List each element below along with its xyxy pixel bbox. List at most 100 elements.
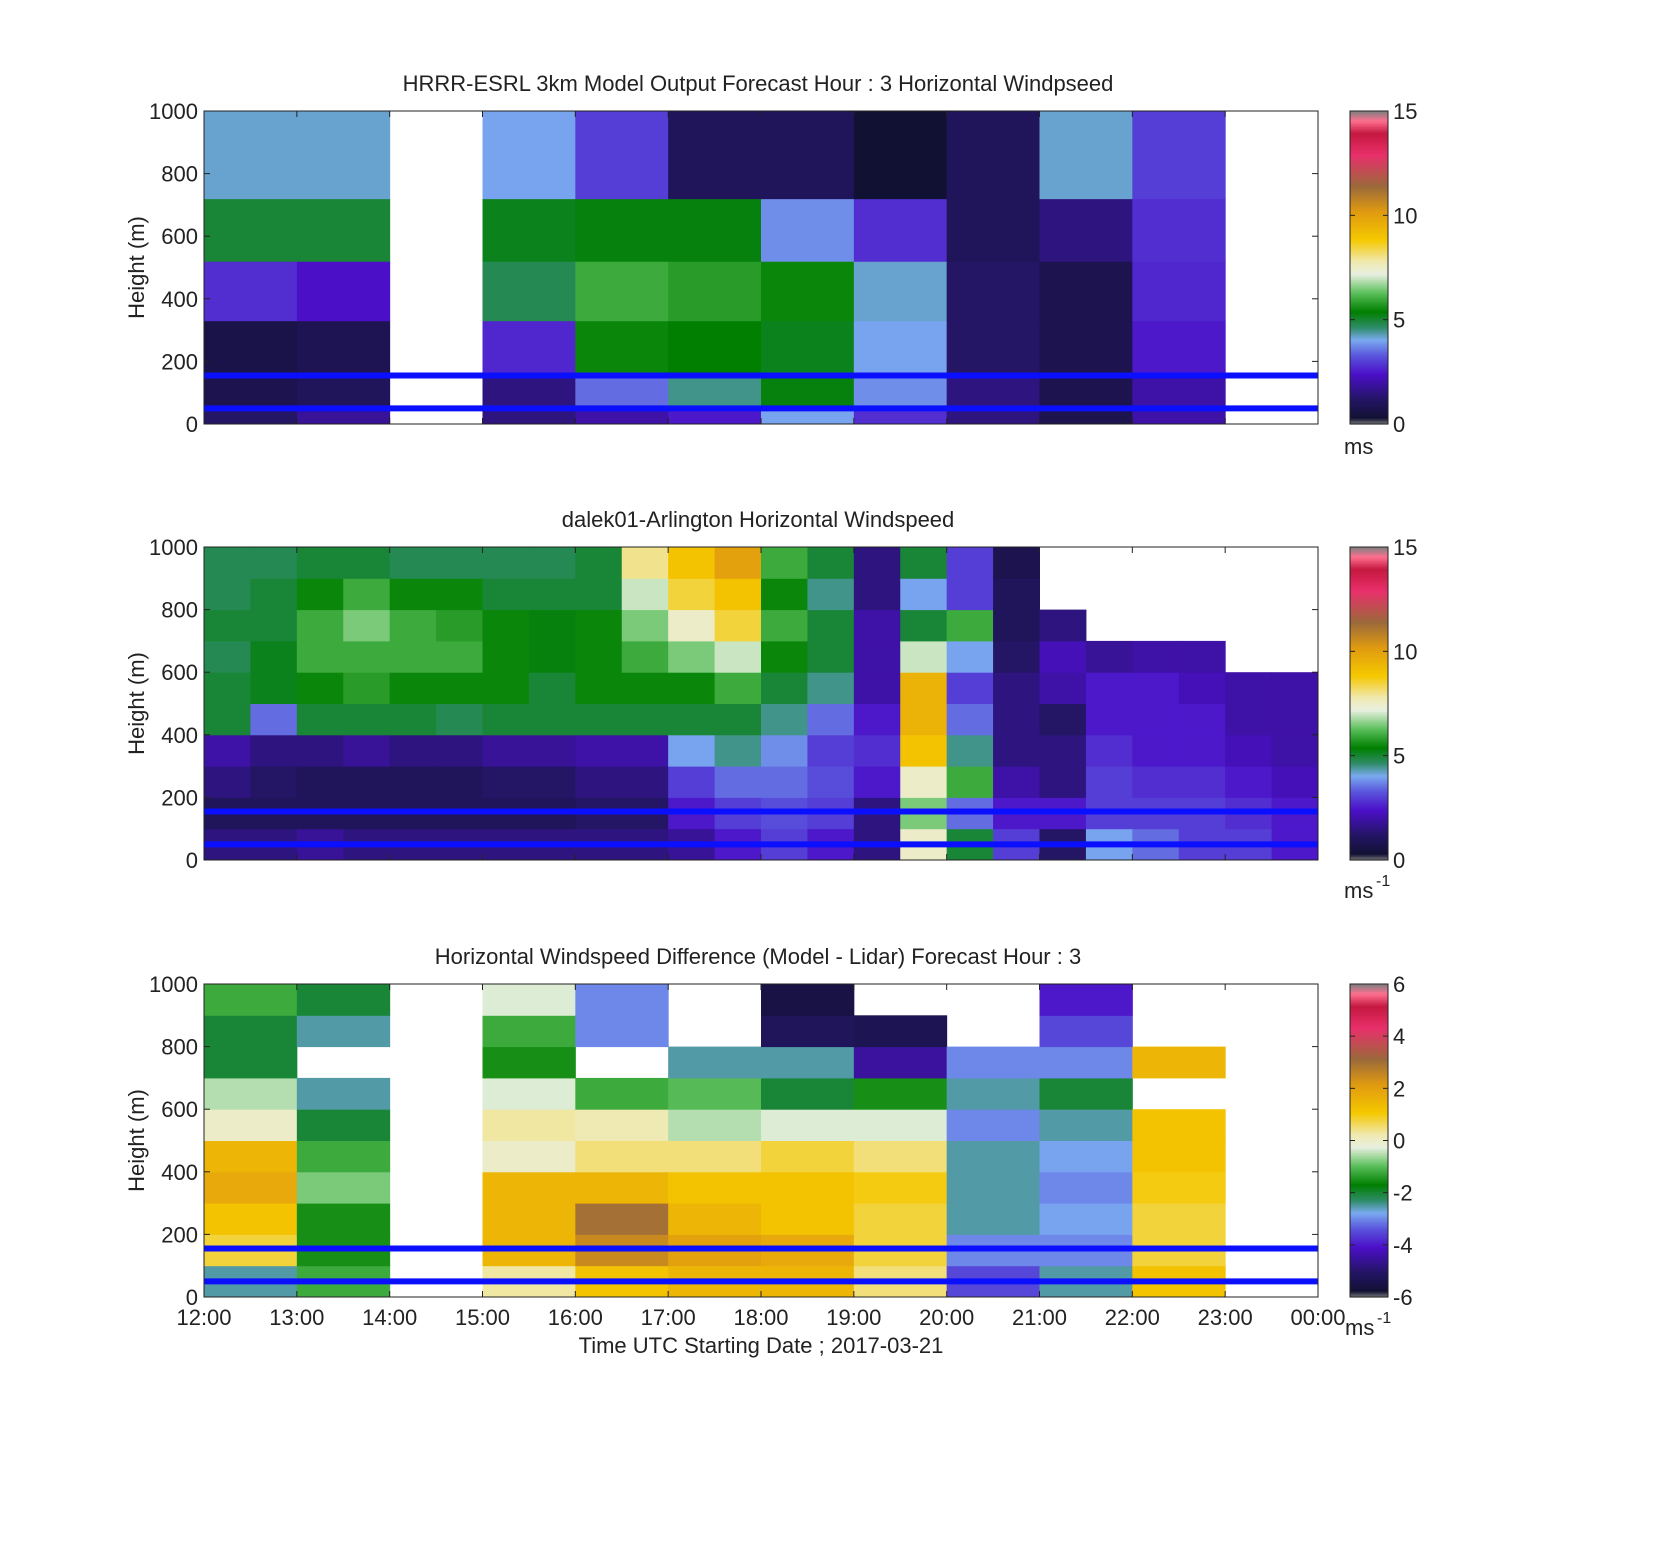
colorbar-segment <box>1350 1040 1388 1044</box>
x-tick-label: 14:00 <box>362 1305 417 1330</box>
colorbar-segment <box>1350 335 1388 339</box>
colorbar-segment <box>1350 672 1388 675</box>
colorbar-segment <box>1350 1107 1388 1110</box>
heatmap-cell <box>714 672 762 704</box>
heatmap-cell <box>482 1140 576 1173</box>
heatmap-cell <box>250 766 298 798</box>
panel-3: 0 200 400 600 800 1000 12:00 13:00 14:00 15:00 16:… <box>124 944 1413 1358</box>
colorbar-segment <box>1350 1120 1388 1124</box>
colorbar-segment <box>1350 343 1388 347</box>
heatmap-cell <box>204 198 298 262</box>
colorbar-segment <box>1350 384 1388 388</box>
colorbar-segment <box>1350 836 1388 840</box>
colorbar-segment <box>1350 294 1388 298</box>
colorbar-tick-label: 5 <box>1393 744 1405 769</box>
heatmap-cell <box>1132 408 1226 425</box>
colorbar-segment <box>1350 132 1388 136</box>
colorbar-segment <box>1350 1122 1388 1126</box>
colorbar-segment <box>1350 1185 1388 1189</box>
heatmap-cell <box>482 640 530 673</box>
colorbar-segment <box>1350 656 1388 660</box>
heatmap-cell <box>900 609 948 642</box>
colorbar-segment <box>1350 355 1388 359</box>
colorbar-segment <box>1350 289 1388 292</box>
heatmap-cell <box>1132 1203 1226 1235</box>
colorbar-segment <box>1350 1201 1388 1204</box>
heatmap-cell <box>204 1077 298 1110</box>
colorbar-segment <box>1350 1244 1388 1247</box>
y-tick-label: 400 <box>161 723 198 748</box>
heatmap-cell <box>1085 734 1133 767</box>
heatmap-cell <box>1039 111 1133 200</box>
colorbar-segment <box>1350 134 1388 138</box>
colorbar-segment <box>1350 359 1388 362</box>
colorbar-segment <box>1350 1277 1388 1280</box>
colorbar-segment <box>1350 159 1388 163</box>
heatmap-cell <box>296 609 344 642</box>
colorbar-segment <box>1350 813 1388 816</box>
heatmap-cell <box>714 703 762 736</box>
x-tick-label: 22:00 <box>1105 1305 1160 1330</box>
colorbar-segment <box>1350 1289 1388 1292</box>
colorbar-segment <box>1350 1269 1388 1273</box>
heatmap-cell <box>900 640 948 673</box>
heatmap-cell <box>993 734 1040 767</box>
x-tick-label: 16:00 <box>548 1305 603 1330</box>
colorbar-segment <box>1350 725 1388 728</box>
colorbar-segment <box>1350 1034 1388 1038</box>
heatmap-cell <box>204 1140 298 1173</box>
colorbar-segment <box>1350 691 1388 695</box>
colorbar-segment <box>1350 306 1388 310</box>
heatmap-cell <box>204 111 298 200</box>
colorbar-segment <box>1350 1285 1388 1288</box>
colorbar-segment <box>1350 216 1388 220</box>
colorbar-segment <box>1350 157 1388 161</box>
colorbar-segment <box>1350 1087 1388 1091</box>
colorbar-segment <box>1350 721 1388 724</box>
colorbar-segment <box>1350 1042 1388 1046</box>
heatmap-cell <box>621 734 669 767</box>
heatmap-cell <box>761 672 808 704</box>
colorbar-segment <box>1350 283 1388 286</box>
colorbar-segment <box>1350 771 1388 775</box>
colorbar-segment <box>1350 240 1388 243</box>
heatmap-cell <box>1132 1046 1226 1079</box>
colorbar-segment <box>1350 1136 1388 1140</box>
colorbar-segment <box>1350 351 1388 355</box>
colorbar-segment <box>1350 1115 1388 1118</box>
colorbar-segment <box>1350 1036 1388 1040</box>
heatmap-cell <box>807 734 855 767</box>
colorbar-segment <box>1350 1019 1388 1022</box>
colorbar-segment <box>1350 408 1388 411</box>
colorbar: 0 5 10 15 ms -1 <box>1344 535 1417 903</box>
colorbar-segment <box>1350 1224 1388 1228</box>
colorbar-segment <box>1350 748 1388 752</box>
y-tick-label: 1000 <box>149 972 198 997</box>
heatmap-cell <box>761 111 855 200</box>
heatmap-cell <box>853 672 901 704</box>
colorbar-segment <box>1350 1199 1388 1202</box>
heatmap-cell <box>482 703 530 736</box>
heatmap-cell <box>761 984 855 1016</box>
heatmap-cell <box>1132 640 1180 673</box>
colorbar-segment <box>1350 1030 1388 1034</box>
heatmap-cell <box>900 703 948 736</box>
heatmap-cell <box>853 734 901 767</box>
heatmap-cell <box>668 1109 762 1141</box>
colorbar-segment <box>1350 993 1388 997</box>
heatmap-cell <box>761 1203 855 1235</box>
heatmap-cell <box>575 111 669 200</box>
colorbar-frame <box>1349 546 1389 861</box>
colorbar-unit: ms <box>1345 1315 1374 1340</box>
heatmap-cell <box>204 766 251 798</box>
heatmap-cell <box>993 766 1040 798</box>
colorbar-segment <box>1350 635 1388 638</box>
heatmap-cell <box>296 703 344 736</box>
heatmap-cell <box>1039 1109 1133 1141</box>
colorbar-segment <box>1350 1095 1388 1099</box>
colorbar-segment <box>1350 709 1388 712</box>
colorbar-segment <box>1350 1048 1388 1052</box>
heatmap-cell <box>668 609 716 642</box>
colorbar: -6 -4 -2 0 2 4 6 ms -1 <box>1345 972 1413 1340</box>
colorbar-segment <box>1350 165 1388 169</box>
